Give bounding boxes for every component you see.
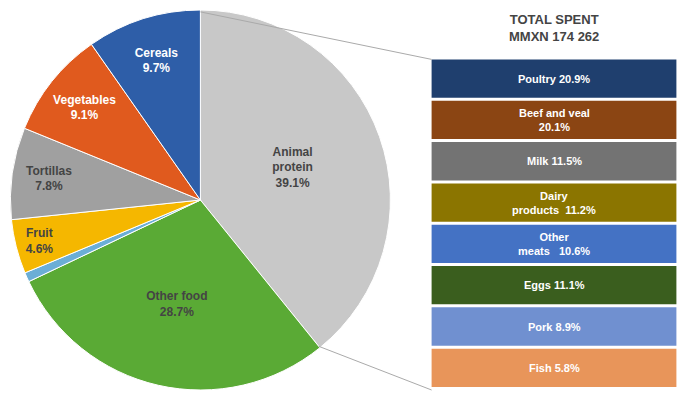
svg-text:Dairyproducts 11.2%: Dairyproducts 11.2% — [512, 190, 596, 216]
svg-text:Milk 11.5%: Milk 11.5% — [527, 155, 582, 167]
svg-text:Tortillas7.8%: Tortillas7.8% — [26, 164, 72, 194]
svg-text:Beef and veal20.1%: Beef and veal20.1% — [519, 107, 590, 133]
svg-text:Fruit4.6%: Fruit4.6% — [26, 226, 54, 256]
svg-text:Animalprotein39.1%: Animalprotein39.1% — [272, 145, 313, 190]
svg-text:Poultry 20.9%: Poultry 20.9% — [518, 73, 590, 85]
svg-text:Pork 8.9%: Pork 8.9% — [528, 321, 581, 333]
svg-text:TOTAL SPENTMMXN 174 262: TOTAL SPENTMMXN 174 262 — [509, 12, 599, 44]
svg-text:Othermeats 10.6%: Othermeats 10.6% — [518, 231, 590, 257]
svg-text:Fish 5.8%: Fish 5.8% — [529, 362, 580, 374]
svg-text:Vegetables9.1%: Vegetables9.1% — [53, 93, 116, 123]
svg-text:Cereals9.7%: Cereals9.7% — [135, 46, 179, 76]
svg-text:Other food28.7%: Other food28.7% — [146, 289, 207, 319]
svg-text:Eggs 11.1%: Eggs 11.1% — [524, 279, 585, 291]
